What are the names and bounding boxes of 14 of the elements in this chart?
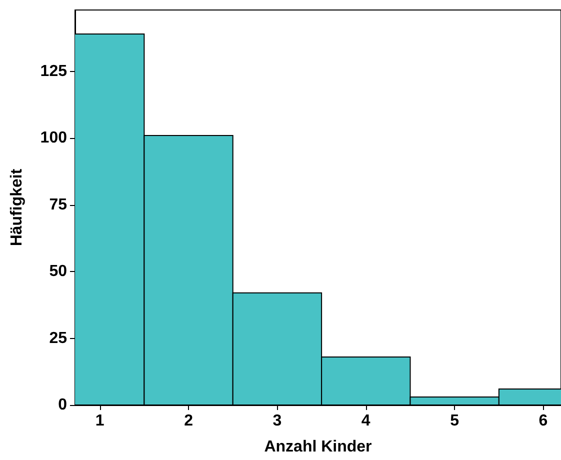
y-axis-title: Häufigkeit bbox=[8, 168, 26, 246]
x-tick-label: 2 bbox=[184, 412, 194, 430]
x-tick-label: 5 bbox=[450, 412, 460, 430]
y-tick-label: 75 bbox=[49, 196, 68, 214]
y-tick-label: 125 bbox=[40, 62, 68, 80]
x-axis-title: Anzahl Kinder bbox=[264, 438, 372, 456]
y-tick-label: 0 bbox=[58, 396, 68, 414]
x-tick-label: 3 bbox=[272, 412, 282, 430]
y-tick-label: 50 bbox=[49, 263, 68, 280]
x-tick-label: 6 bbox=[538, 412, 548, 430]
x-tick-label: 4 bbox=[361, 412, 370, 430]
y-tick-label: 25 bbox=[49, 330, 68, 347]
x-tick-label: 1 bbox=[95, 412, 104, 430]
y-tick-label: 100 bbox=[40, 130, 68, 147]
